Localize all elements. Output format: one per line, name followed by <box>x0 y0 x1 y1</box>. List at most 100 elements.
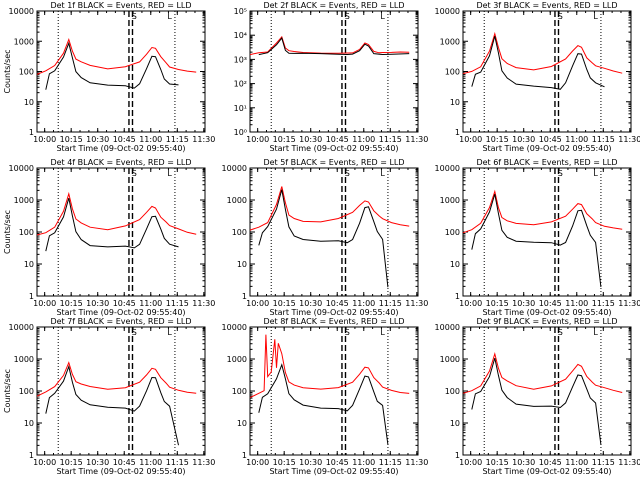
x-tick-label: 11:15 <box>166 458 189 467</box>
x-axis-label: Start Time (09-Oct-02 09:55:40) <box>56 467 185 476</box>
x-tick-label: 10:45 <box>113 135 136 144</box>
marker-label-s: S <box>558 12 563 21</box>
x-tick-label: 11:30 <box>192 458 215 467</box>
marker-label-s: S <box>558 328 563 337</box>
x-tick-label: 10:30 <box>86 135 109 144</box>
x-tick-label: 10:45 <box>326 299 349 308</box>
panel-det-2: Det 2f BLACK = Events, RED = LLD 10⁰ 10¹ 10… <box>234 1 429 153</box>
x-tick-label: 10:15 <box>273 458 296 467</box>
y-tick-label: 10³ <box>234 55 247 64</box>
y-tick-label: 10⁰ <box>234 128 247 137</box>
x-tick-label: 10:45 <box>539 135 562 144</box>
y-tick-label: 1 <box>242 451 247 460</box>
marker-label-s: S <box>345 12 350 21</box>
y-tick-label: 10000 <box>435 7 460 16</box>
x-tick-label: 10:00 <box>459 135 482 144</box>
x-tick-label: 10:15 <box>486 299 509 308</box>
y-tick-label: 10000 <box>9 7 34 16</box>
y-axis-label: Counts/sec <box>3 210 12 254</box>
x-tick-label: 11:15 <box>166 299 189 308</box>
y-axis-label: Counts/sec <box>3 49 12 93</box>
panel-title: Det 9f BLACK = Events, RED = LLD <box>476 317 617 326</box>
y-tick-label: 1000 <box>14 37 34 46</box>
x-tick-label: 11:15 <box>592 135 615 144</box>
x-tick-label: 10:45 <box>539 458 562 467</box>
y-tick-label: 10000 <box>9 164 34 173</box>
y-tick-label: 1 <box>455 292 460 301</box>
x-axis-label: Start Time (09-Oct-02 09:55:40) <box>482 467 611 476</box>
y-tick-label: 10000 <box>435 164 460 173</box>
panel-det-3: Det 3f BLACK = Events, RED = LLD 1 10 100 10… <box>435 1 640 153</box>
x-tick-label: 10:30 <box>512 458 535 467</box>
y-tick-label: 10 <box>24 260 34 269</box>
x-tick-label: 10:30 <box>299 135 322 144</box>
panel-det-1: Det 1f BLACK = Events, RED = LLD 1 10 100 10… <box>3 1 215 153</box>
x-tick-label: 10:00 <box>246 458 269 467</box>
x-tick-label: 11:00 <box>139 135 162 144</box>
series-line-events <box>45 364 179 446</box>
x-tick-label: 11:30 <box>405 299 428 308</box>
x-tick-label: 10:30 <box>86 458 109 467</box>
panel-title: Det 8f BLACK = Events, RED = LLD <box>263 317 404 326</box>
series-line-events <box>45 197 179 252</box>
x-tick-label: 10:15 <box>486 458 509 467</box>
y-tick-label: 10 <box>450 260 460 269</box>
x-tick-label: 11:30 <box>405 135 428 144</box>
y-tick-label: 10000 <box>435 323 460 332</box>
y-tick-label: 100 <box>232 228 247 237</box>
x-axis-label: Start Time (09-Oct-02 09:55:40) <box>56 144 185 153</box>
panel-det-6: Det 6f BLACK = Events, RED = LLD 1 10 100 10… <box>435 158 640 317</box>
x-tick-label: 11:30 <box>618 135 640 144</box>
x-tick-label: 10:30 <box>86 299 109 308</box>
series-line-lld <box>249 35 410 56</box>
marker-label-s: S <box>345 328 350 337</box>
x-tick-label: 11:15 <box>592 299 615 308</box>
x-axis-label: Start Time (09-Oct-02 09:55:40) <box>482 144 611 153</box>
y-tick-label: 1000 <box>440 37 460 46</box>
y-tick-label: 1000 <box>14 196 34 205</box>
y-tick-label: 1 <box>29 451 34 460</box>
y-tick-label: 1 <box>455 128 460 137</box>
series-line-events <box>258 363 389 445</box>
series-line-lld <box>249 186 410 231</box>
y-tick-label: 1 <box>29 128 34 137</box>
series-line-events <box>471 193 602 288</box>
x-tick-label: 11:00 <box>352 135 375 144</box>
panel-title: Det 2f BLACK = Events, RED = LLD <box>263 1 404 10</box>
series-line-lld <box>462 351 623 394</box>
y-tick-label: 10 <box>237 419 247 428</box>
x-tick-label: 10:30 <box>299 458 322 467</box>
x-tick-label: 10:15 <box>60 135 83 144</box>
x-tick-label: 11:15 <box>166 135 189 144</box>
x-tick-label: 10:00 <box>459 458 482 467</box>
panel-det-7: Det 7f BLACK = Events, RED = LLD 1 10 100 10… <box>3 317 215 476</box>
series-line-lld <box>36 361 197 397</box>
panel-det-5: Det 5f BLACK = Events, RED = LLD 1 10 100 10… <box>222 158 429 317</box>
marker-label-s: S <box>132 328 137 337</box>
x-axis-label: Start Time (09-Oct-02 09:55:40) <box>269 467 398 476</box>
panel-title: Det 6f BLACK = Events, RED = LLD <box>476 158 617 167</box>
x-tick-label: 10:30 <box>512 299 535 308</box>
y-tick-label: 1000 <box>440 196 460 205</box>
x-axis-label: Start Time (09-Oct-02 09:55:40) <box>269 308 398 317</box>
x-tick-label: 10:00 <box>246 299 269 308</box>
y-tick-label: 100 <box>445 228 460 237</box>
x-tick-label: 10:15 <box>60 458 83 467</box>
x-tick-label: 10:30 <box>299 299 322 308</box>
x-tick-label: 11:30 <box>618 299 640 308</box>
series-line-lld <box>462 189 623 234</box>
marker-label-l: L <box>380 328 385 337</box>
marker-label-l: L <box>167 12 172 21</box>
y-tick-label: 1000 <box>14 355 34 364</box>
x-tick-label: 11:30 <box>192 299 215 308</box>
marker-label-s: S <box>132 12 137 21</box>
x-tick-label: 11:00 <box>565 299 588 308</box>
x-tick-label: 11:00 <box>352 299 375 308</box>
y-tick-label: 10000 <box>222 323 247 332</box>
y-tick-label: 100 <box>19 228 34 237</box>
x-tick-label: 10:00 <box>33 299 56 308</box>
series-line-events <box>258 189 389 288</box>
x-tick-label: 10:15 <box>273 135 296 144</box>
